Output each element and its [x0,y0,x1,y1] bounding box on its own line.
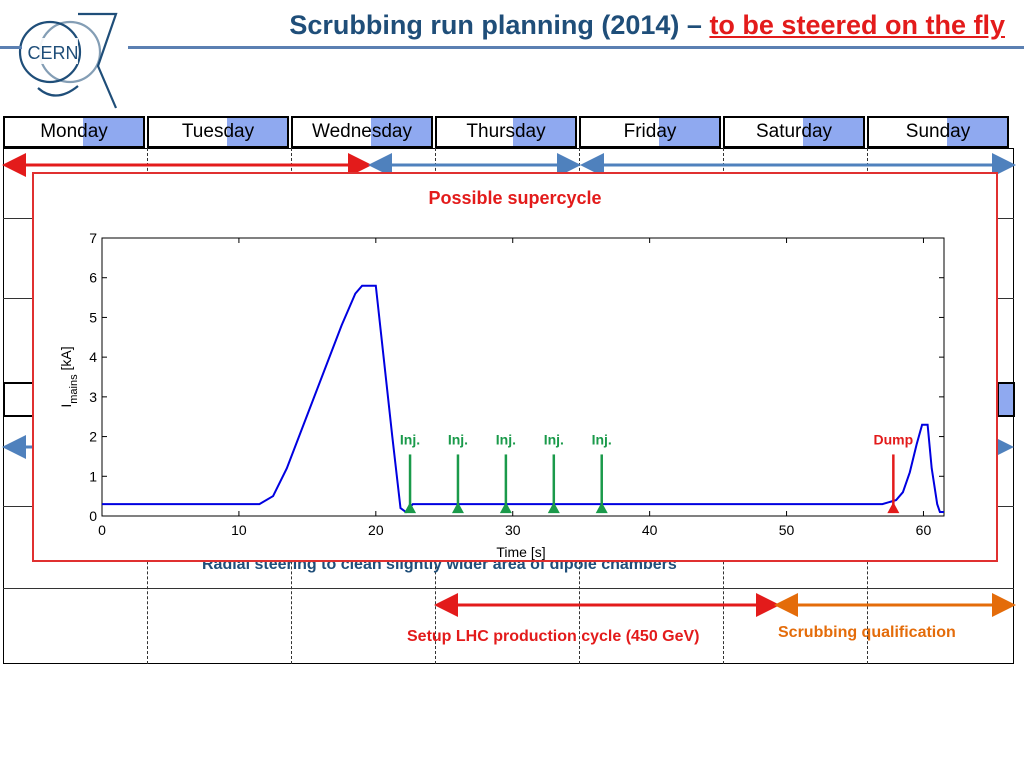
y-axis: 0 1 2 3 4 5 6 7 [89,230,944,524]
y-tick-label: 3 [89,389,97,405]
day-label: Sunday [905,121,971,142]
annotation-label: Inj. [400,431,420,447]
annotation-label: Dump [874,431,914,447]
y-tick-label: 2 [89,429,97,445]
header-line-right [128,46,1024,49]
x-axis-label: Time [s] [496,544,545,560]
y-tick-label: 5 [89,309,97,325]
header-line-left [0,46,22,49]
x-tick-label: 60 [916,522,932,538]
annotations: Inj. Inj. Inj. Inj. Inj. Dump [400,431,914,514]
annotation-arrow-head [887,502,900,514]
day-sunday: Sunday [867,116,1009,148]
y-tick-label: 0 [89,508,97,524]
annotation-arrow-head [547,502,560,514]
hidden-row-highlight [997,382,1015,417]
plot-area [101,237,945,517]
day-monday: Monday [3,116,145,148]
day-tuesday: Tuesday [147,116,289,148]
day-label: Saturday [755,121,833,142]
logo-text: CERN [27,43,78,63]
day-saturday: Saturday [723,116,865,148]
ylabel-main: I [58,404,74,408]
annotation-label: Inj. [496,431,516,447]
x-tick-label: 0 [98,522,106,538]
row-divider [3,588,1014,589]
day-thursday: Thursday [435,116,577,148]
y-tick-label: 6 [89,270,97,286]
day-wednesday: Wednesday [291,116,433,148]
x-axis: 0 10 20 30 40 50 60 [98,238,931,538]
annotation-arrow-head [451,502,464,514]
annotation-arrow-head [595,502,608,514]
day-label: Tuesday [181,121,255,142]
qualification-text: Scrubbing qualification [778,624,956,641]
day-label: Wednesday [312,121,412,142]
y-tick-label: 1 [89,468,97,484]
title-emphasis: to be steered on the fly [709,10,1005,40]
y-tick-label: 7 [89,230,97,246]
lhc-setup-text: Setup LHC production cycle (450 GeV) [407,628,700,645]
x-tick-label: 50 [779,522,795,538]
day-label: Thursday [466,121,546,142]
x-tick-label: 20 [368,522,384,538]
ylabel-sub: mains [68,374,80,404]
y-axis-label: Imains [kA] [58,346,80,407]
cern-logo: CERN [18,12,118,109]
y-tick-label: 4 [89,349,97,365]
x-tick-label: 30 [505,522,521,538]
page-title: Scrubbing run planning (2014) – to be st… [150,10,1005,41]
ylabel-unit: [kA] [58,346,74,374]
x-tick-label: 40 [642,522,658,538]
x-tick-label: 10 [231,522,247,538]
title-main: Scrubbing run planning (2014) – [289,10,710,40]
current-series-line [102,284,944,514]
annotation-label: Inj. [544,431,564,447]
annotation-label: Inj. [592,431,612,447]
day-label: Friday [623,121,677,142]
popup-title: Possible supercycle [428,188,602,208]
annotation-label: Inj. [448,431,468,447]
annotation-arrow-head [404,502,417,514]
day-label: Monday [40,121,108,142]
annotation-arrow-head [499,502,512,514]
day-friday: Friday [579,116,721,148]
